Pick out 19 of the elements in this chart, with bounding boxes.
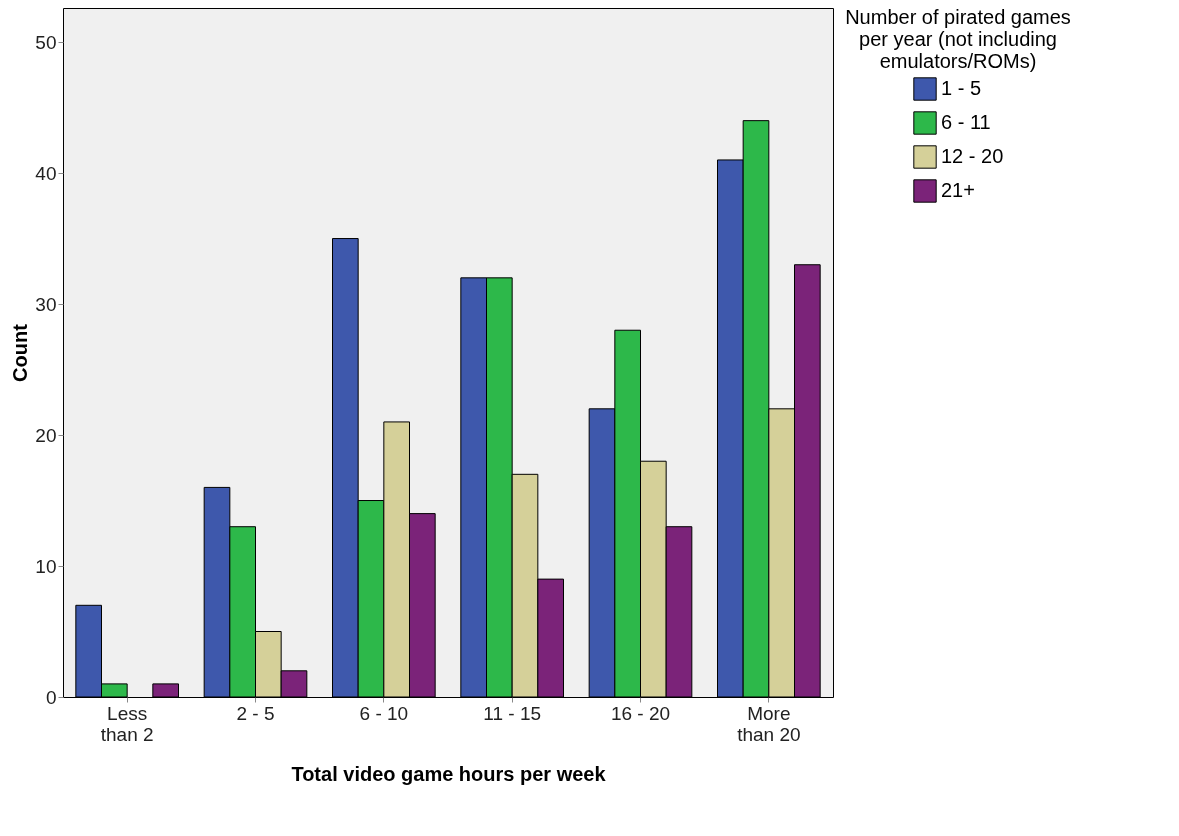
y-tick-label: 0: [45, 686, 57, 708]
x-tick-label: 2 - 5: [236, 702, 275, 724]
y-tick-label: 20: [35, 424, 57, 446]
legend-title: Number of pirated games per year (not including emulators/ROMs): [845, 6, 1071, 72]
x-axis-title: Total video game hours per week: [291, 762, 607, 785]
legend-label: 21+: [941, 179, 975, 201]
y-tick-label: 50: [35, 31, 57, 53]
x-tick-label: 6 - 10: [359, 702, 409, 724]
x-tick-label: 11 - 15: [483, 702, 542, 724]
legend-label: 6 - 11: [941, 111, 991, 133]
x-tick-label: 16 - 20: [610, 702, 671, 724]
y-axis-title: Count: [9, 323, 32, 382]
y-tick-label: 40: [35, 162, 57, 184]
legend-label: 1 - 5: [941, 77, 982, 99]
x-tick-label: More than 20: [737, 702, 801, 745]
y-tick-label: 30: [35, 293, 57, 315]
legend-label: 12 - 20: [941, 145, 1004, 167]
x-tick-label: Less than 2: [100, 702, 154, 745]
y-tick-label: 10: [35, 555, 57, 577]
